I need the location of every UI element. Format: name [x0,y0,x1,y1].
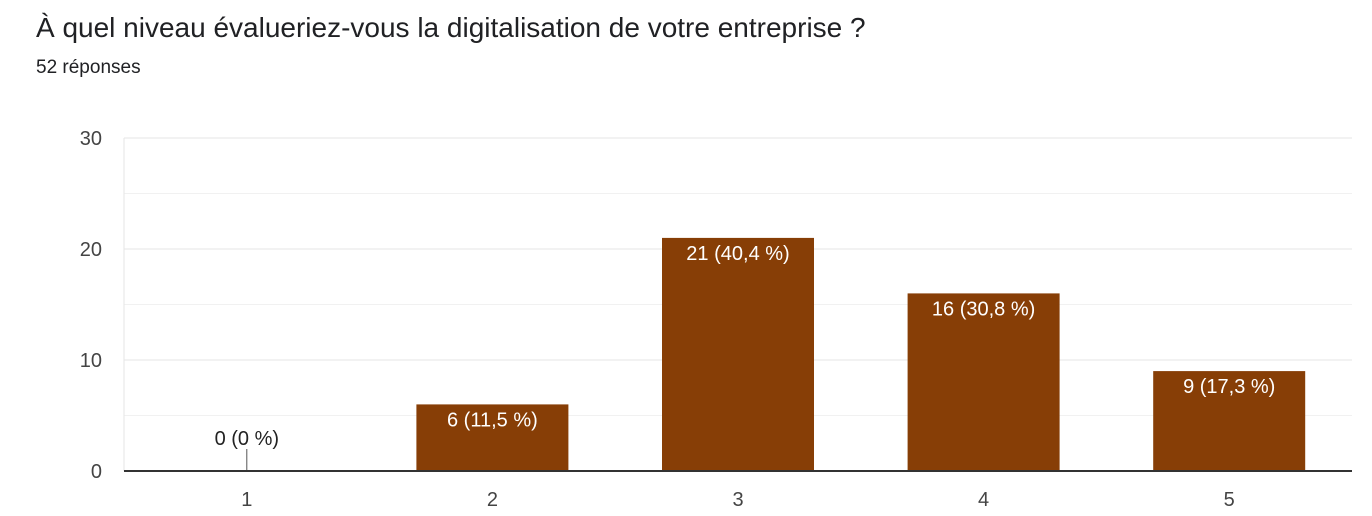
y-tick-label: 30 [80,128,102,150]
y-tick-label: 10 [80,350,102,372]
bar [907,293,1060,471]
response-count: 52 réponses [36,57,141,78]
data-label: 9 (17,3 %) [1183,376,1275,398]
y-tick-label: 20 [80,239,102,261]
x-tick-label: 3 [732,489,743,511]
x-tick-label: 2 [487,489,498,511]
data-label: 21 (40,4 %) [686,243,789,265]
bar [662,237,814,471]
data-label: 16 (30,8 %) [932,298,1035,320]
data-label: 0 (0 %) [215,428,279,450]
x-tick-label: 5 [1224,489,1235,511]
x-tick-label: 1 [241,489,252,511]
y-tick-label: 0 [91,461,102,483]
bar [416,404,569,471]
x-tick-label: 4 [978,489,989,511]
question-title: À quel niveau évalueriez-vous la digital… [36,12,866,43]
data-label: 6 (11,5 %) [447,409,538,431]
bar [1153,371,1306,471]
